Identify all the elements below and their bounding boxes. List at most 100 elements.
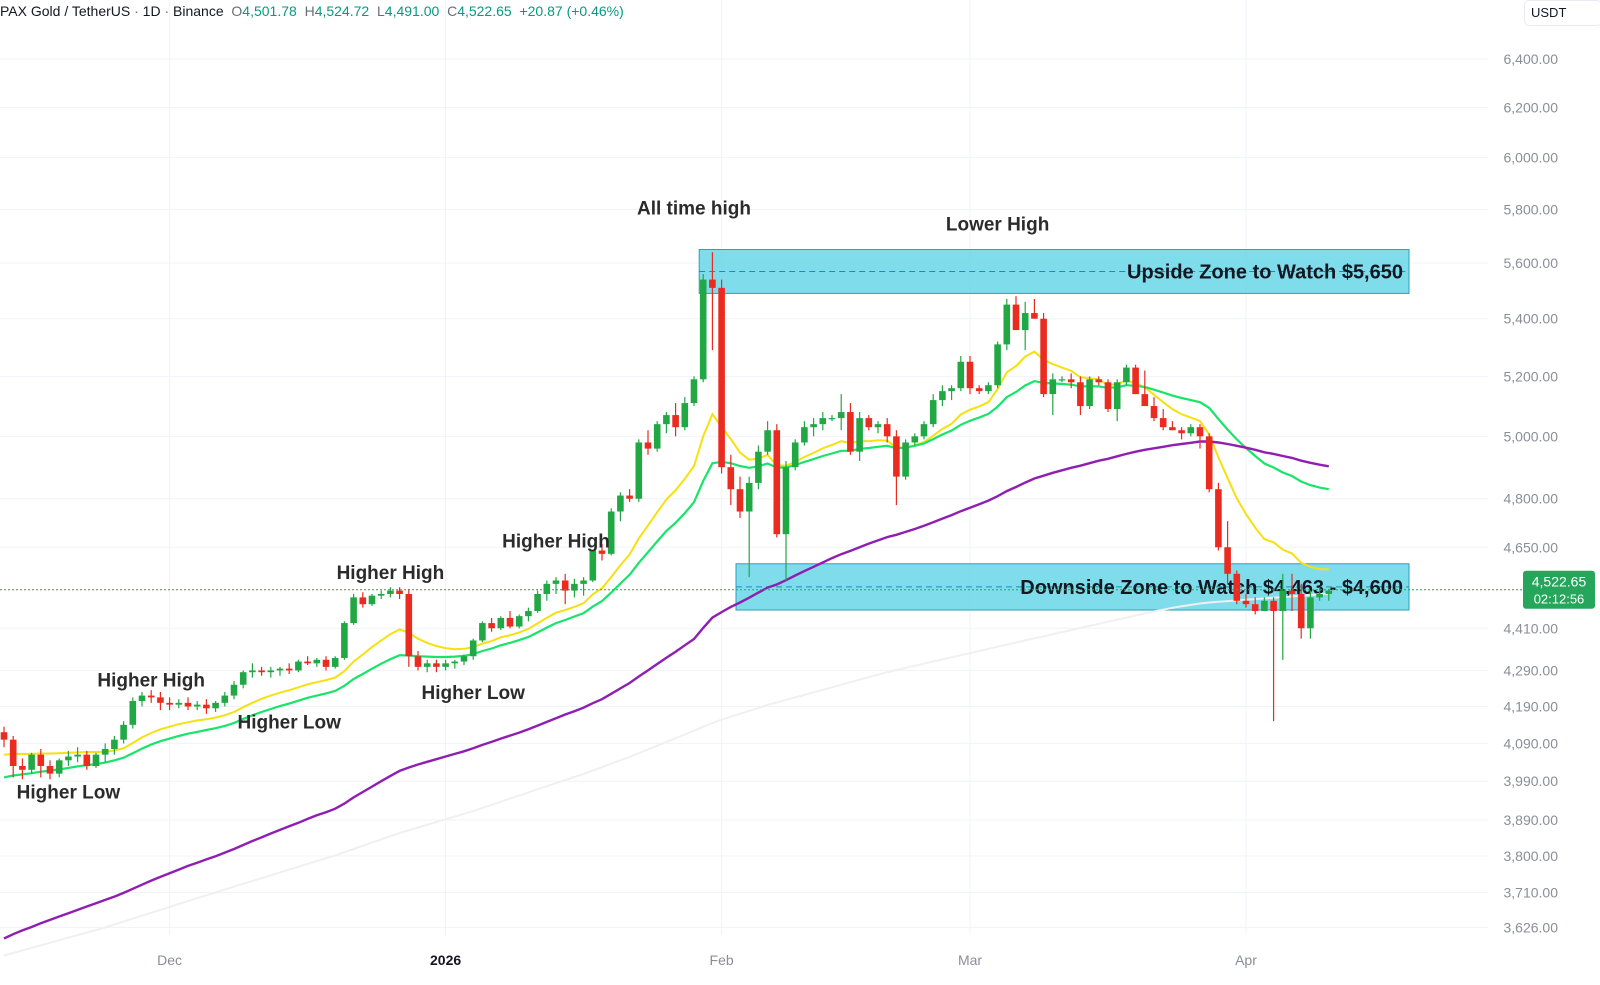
candle — [883, 424, 891, 437]
candle — [138, 695, 146, 702]
candle — [1095, 379, 1103, 383]
y-tick-label: 3,626.00 — [1504, 919, 1559, 935]
candle — [736, 489, 744, 512]
candle — [653, 424, 661, 449]
candle — [387, 590, 394, 594]
candle — [672, 415, 679, 428]
candle — [147, 695, 155, 698]
candle — [451, 661, 459, 664]
candle — [267, 670, 275, 673]
candle — [745, 482, 753, 512]
candle — [212, 702, 219, 709]
candle — [239, 672, 247, 685]
y-tick-label: 4,800.00 — [1504, 491, 1559, 507]
ema-line — [3, 440, 1330, 940]
y-tick-label: 3,710.00 — [1504, 884, 1559, 900]
candle — [405, 593, 413, 657]
candle — [635, 442, 643, 499]
separator: · — [164, 3, 170, 19]
candle — [773, 430, 781, 535]
candle — [258, 670, 265, 673]
bar-countdown: 02:12:56 — [1534, 592, 1585, 607]
candle — [847, 412, 854, 452]
candle — [1297, 593, 1305, 629]
candle — [1279, 590, 1287, 612]
symbol-name[interactable]: PAX Gold / TetherUS — [0, 3, 131, 19]
candle — [1003, 304, 1011, 345]
annotation-label: All time high — [637, 199, 751, 220]
candle — [1021, 313, 1029, 331]
zone-label: Upside Zone to Watch $5,650 — [1127, 261, 1403, 283]
candle — [129, 701, 137, 725]
candle — [644, 442, 652, 449]
candle — [111, 739, 118, 750]
candle — [74, 754, 81, 757]
candle — [469, 640, 477, 657]
symbol-legend[interactable]: PAX Gold / TetherUS · 1D · Binance O4,50… — [0, 3, 624, 19]
candle — [433, 663, 440, 667]
candle — [423, 663, 431, 667]
candle — [1233, 573, 1241, 601]
annotation-label: Higher Low — [237, 713, 341, 734]
candle — [331, 658, 339, 667]
candle — [617, 495, 624, 512]
annotation-label: Higher Low — [17, 783, 121, 804]
candle — [837, 412, 845, 419]
change-value: +20.87 (+0.46%) — [519, 3, 624, 19]
candle — [1058, 379, 1066, 381]
candle — [184, 702, 192, 707]
high-label: H — [304, 3, 315, 19]
y-tick-label: 5,200.00 — [1504, 368, 1559, 384]
candle — [525, 611, 532, 617]
candle — [782, 467, 790, 535]
currency-button[interactable]: USDT — [1525, 1, 1600, 25]
candle — [994, 344, 1001, 386]
candle — [893, 436, 900, 477]
candle — [1251, 604, 1259, 612]
candle — [414, 656, 422, 667]
candle — [626, 495, 633, 499]
candle — [1288, 590, 1296, 594]
candle — [690, 379, 698, 404]
y-tick-label: 5,000.00 — [1504, 428, 1559, 444]
x-tick-label: Feb — [710, 952, 734, 968]
y-tick-label: 6,400.00 — [1504, 51, 1559, 67]
y-tick-label: 3,990.00 — [1504, 773, 1559, 789]
candle — [948, 388, 955, 392]
candle — [718, 287, 725, 468]
candle — [1123, 367, 1130, 383]
candle — [1325, 590, 1333, 594]
current-price-value: 4,522.65 — [1532, 574, 1587, 590]
interval[interactable]: 1D — [142, 3, 161, 19]
candle — [1012, 304, 1020, 331]
candle — [488, 623, 495, 629]
candle — [580, 580, 587, 584]
candle — [791, 442, 799, 468]
candle — [0, 732, 8, 740]
candle — [543, 583, 551, 594]
close-label: C — [447, 3, 458, 19]
candle — [203, 704, 210, 709]
annotation-label: Higher High — [502, 531, 610, 552]
candle — [1196, 427, 1204, 437]
candle — [939, 391, 946, 401]
candle — [1159, 418, 1167, 428]
candle — [801, 427, 808, 443]
x-tick-label: Mar — [958, 952, 982, 968]
candle — [249, 670, 256, 673]
annotation-label: Lower High — [946, 215, 1049, 236]
candle — [28, 754, 35, 770]
candle — [552, 580, 560, 584]
candle — [985, 385, 992, 392]
candle — [874, 424, 882, 428]
candle — [506, 617, 514, 627]
candle — [1169, 427, 1176, 431]
candle — [727, 467, 735, 490]
candle — [920, 424, 928, 437]
candle — [607, 511, 615, 554]
candle — [1132, 367, 1139, 395]
candle — [120, 724, 127, 740]
candle — [1261, 600, 1268, 612]
